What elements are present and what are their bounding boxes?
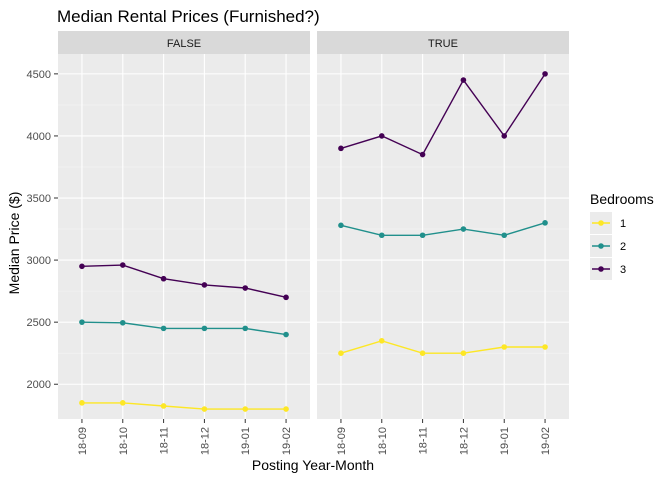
series-line-3-bedroom <box>340 73 546 156</box>
facet-strip <box>317 31 569 54</box>
data-point-2-bedroom <box>242 325 249 332</box>
data-point-1-bedroom <box>160 403 167 409</box>
data-point-2-bedroom <box>160 325 167 332</box>
legend-item-2: 2 <box>590 235 626 257</box>
series-line-1-bedroom <box>81 402 287 410</box>
series-line-2-bedroom <box>340 222 546 237</box>
chart-title: Median Rental Prices (Furnished?) <box>57 7 320 26</box>
x-axis-title: Posting Year-Month <box>252 457 374 473</box>
y-tick-label: 3000 <box>27 255 51 267</box>
x-tick-label: 18-11 <box>159 427 171 454</box>
data-point-1-bedroom <box>501 344 508 350</box>
data-point-3-bedroom <box>242 285 249 291</box>
data-point-2-bedroom <box>79 319 85 325</box>
legend-item-1: 1 <box>590 212 626 234</box>
data-point-3-bedroom <box>160 275 167 282</box>
x-tick-label: 18-10 <box>118 427 130 455</box>
series-line-2-bedroom <box>81 321 287 336</box>
legend-key-point <box>598 243 604 249</box>
data-point-2-bedroom <box>201 325 208 332</box>
legend: Bedrooms 1 2 3 <box>590 191 654 280</box>
x-tick-label: 19-01 <box>240 427 252 455</box>
data-point-3-bedroom <box>283 294 289 301</box>
y-tick-label: 3500 <box>27 193 51 205</box>
facet-panels: FALSE 18-09 18-10 18-11 18-12 19-01 19-02 TRUE 1… <box>58 31 569 455</box>
data-point-1-bedroom <box>378 337 385 344</box>
panel-true: TRUE 18-09 18-10 18-11 18-12 19-01 19-02 <box>317 31 569 455</box>
y-axis: 2000 2500 3000 3500 4000 4500 <box>27 69 58 391</box>
data-point-3-bedroom <box>119 262 126 268</box>
data-point-2-bedroom <box>501 232 508 239</box>
legend-key-point <box>598 266 604 272</box>
legend-item-3: 3 <box>590 258 626 280</box>
x-tick-label: 18-11 <box>418 427 430 454</box>
data-point-1-bedroom <box>283 406 289 412</box>
data-point-1-bedroom <box>419 350 426 357</box>
data-point-1-bedroom <box>460 350 467 357</box>
data-point-1-bedroom <box>119 400 126 406</box>
data-point-3-bedroom <box>460 77 467 83</box>
y-tick-label: 4500 <box>27 69 51 81</box>
x-tick-label: 19-02 <box>540 427 552 455</box>
x-tick-label: 18-09 <box>77 427 89 455</box>
data-point-3-bedroom <box>338 145 344 152</box>
legend-label: 1 <box>620 218 626 230</box>
x-tick-label: 19-02 <box>281 427 293 455</box>
series-line-3-bedroom <box>81 264 287 298</box>
data-point-3-bedroom <box>378 133 385 139</box>
data-point-2-bedroom <box>119 319 126 326</box>
legend-title: Bedrooms <box>590 191 654 207</box>
legend-label: 3 <box>620 264 626 276</box>
data-point-2-bedroom <box>378 232 385 239</box>
x-tick-label: 19-01 <box>499 427 511 455</box>
data-point-1-bedroom <box>338 350 344 357</box>
data-point-2-bedroom <box>338 222 344 229</box>
data-point-2-bedroom <box>419 232 426 239</box>
x-tick-label: 18-12 <box>458 427 470 455</box>
data-point-3-bedroom <box>542 71 548 77</box>
y-tick-label: 2500 <box>27 317 51 329</box>
data-point-3-bedroom <box>419 151 426 158</box>
panel-false: FALSE 18-09 18-10 18-11 18-12 19-01 19-02 <box>58 31 310 455</box>
panel-background <box>58 54 310 419</box>
legend-key-point <box>598 220 604 226</box>
data-point-2-bedroom <box>542 220 548 226</box>
y-axis-title: Median Price ($) <box>6 192 22 295</box>
x-tick-label: 18-10 <box>377 427 389 455</box>
series-line-1-bedroom <box>340 340 546 354</box>
y-tick-label: 4000 <box>27 131 51 143</box>
data-point-1-bedroom <box>201 406 208 412</box>
data-point-2-bedroom <box>283 331 289 338</box>
data-point-3-bedroom <box>501 133 508 139</box>
x-tick-label: 18-09 <box>336 427 348 455</box>
y-tick-label: 2000 <box>27 379 51 391</box>
data-point-3-bedroom <box>201 282 208 288</box>
panel-background <box>317 54 569 419</box>
facet-strip <box>58 31 310 54</box>
data-point-3-bedroom <box>79 263 85 270</box>
facet-strip-label: TRUE <box>428 38 458 50</box>
data-point-2-bedroom <box>460 226 467 232</box>
legend-label: 2 <box>620 241 626 253</box>
facet-strip-label: FALSE <box>167 38 201 50</box>
data-point-1-bedroom <box>542 344 548 350</box>
data-point-1-bedroom <box>242 406 249 412</box>
data-point-1-bedroom <box>79 400 85 406</box>
x-tick-label: 18-12 <box>199 427 211 455</box>
